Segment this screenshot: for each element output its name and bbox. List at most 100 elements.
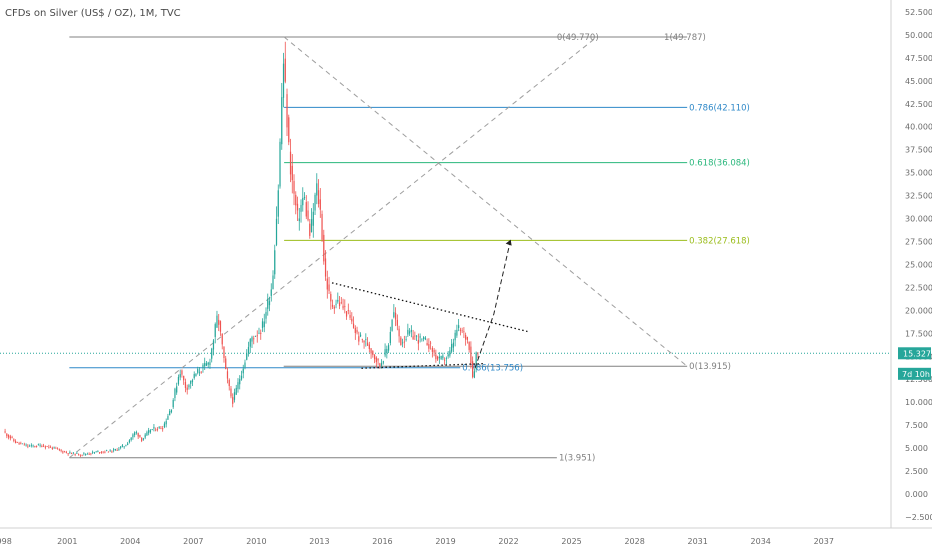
time-tick-label-3: 2007 (183, 537, 203, 546)
candle-body-201 (356, 330, 358, 333)
candle-body-195 (345, 311, 348, 317)
candle-body-96 (172, 399, 174, 408)
candle-body-269 (475, 352, 477, 368)
candle-body-37 (69, 452, 71, 453)
candle-body-33 (62, 451, 64, 453)
candle-body-100 (179, 374, 181, 378)
candle-body-104 (186, 387, 188, 390)
candle-body-5 (13, 439, 15, 441)
candle-body-35 (65, 452, 67, 453)
candle-body-148 (263, 321, 265, 328)
triangle-lower-line (361, 362, 484, 369)
candle-body-23 (44, 446, 46, 448)
candle-body-211 (373, 354, 376, 360)
candle-body-182 (323, 234, 325, 262)
fib-label-5: 0(13.915) (689, 362, 731, 372)
candle-body-41 (76, 452, 78, 454)
candle-body-183 (324, 258, 327, 277)
price-tick-label-6: 37.500 (905, 146, 932, 155)
candle-body-21 (41, 446, 43, 447)
candle-body-118 (211, 348, 213, 359)
candle-body-224 (396, 319, 398, 326)
candle-body-98 (176, 386, 178, 393)
candle-body-59 (107, 451, 110, 453)
candle-body-189 (335, 303, 337, 305)
candle-body-177 (314, 194, 316, 211)
candle-body-107 (191, 380, 194, 383)
candle-body-228 (403, 341, 405, 343)
candle-body-241 (426, 342, 428, 346)
candle-body-55 (100, 452, 103, 453)
candle-body-253 (447, 354, 449, 357)
candle-body-42 (78, 454, 80, 456)
candle-body-215 (380, 362, 383, 366)
price-tick-label-19: 5.000 (905, 444, 928, 453)
candle-body-121 (216, 315, 218, 328)
candle-body-221 (391, 319, 393, 331)
candle-body-198 (351, 318, 353, 322)
candle-body-171 (303, 197, 306, 199)
candle-body-161 (286, 94, 288, 128)
time-tick-label-5: 2013 (309, 537, 329, 546)
candle-body-6 (14, 441, 17, 444)
candle-body-19 (37, 444, 39, 446)
candle-body-130 (232, 397, 234, 404)
candle-body-170 (302, 197, 304, 206)
price-tick-label-22: −2.500 (905, 513, 932, 522)
candle-body-60 (109, 449, 111, 451)
candle-body-185 (328, 284, 330, 291)
candle-body-32 (60, 450, 62, 451)
candle-body-223 (394, 312, 397, 320)
time-axis[interactable]: 998 2001 2004 2007 2010 2013 2016 2019 2022 2025 2… (0, 537, 834, 546)
time-tick-label-7: 2019 (435, 537, 455, 546)
candle-body-158 (281, 97, 283, 145)
candle-body-103 (184, 381, 187, 388)
candle-body-197 (349, 315, 351, 318)
candle-body-259 (458, 325, 460, 329)
price-tick-label-8: 32.500 (905, 192, 932, 201)
price-tick-label-5: 40.000 (905, 123, 932, 132)
candle-body-244 (431, 347, 433, 352)
time-tick-label-12: 2034 (751, 537, 771, 546)
fib-diagonal-down (283, 36, 688, 367)
candle-body-216 (382, 361, 384, 363)
candle-body-85 (153, 426, 155, 429)
candle-body-202 (358, 336, 360, 342)
candle-body-45 (83, 453, 85, 455)
candle-body-13 (27, 445, 29, 447)
candle-body-83 (149, 430, 152, 433)
candle-body-67 (121, 445, 124, 447)
candle-body-214 (379, 363, 381, 367)
price-tick-label-12: 22.500 (905, 283, 932, 292)
candle-body-168 (298, 218, 300, 222)
candle-body-4 (11, 437, 13, 438)
candle-body-90 (162, 428, 164, 430)
candle-body-256 (452, 342, 454, 348)
candle-body-7 (16, 441, 18, 443)
candle-body-124 (221, 333, 223, 345)
candle-body-252 (445, 358, 447, 360)
price-tick-label-21: 0.000 (905, 490, 928, 499)
candle-body-28 (53, 446, 55, 448)
candle-body-61 (111, 451, 113, 453)
candle-body-186 (330, 294, 332, 302)
candle-body-129 (230, 388, 232, 397)
candle-body-84 (151, 429, 153, 430)
candle-body-243 (430, 342, 432, 344)
candle-body-204 (361, 338, 363, 340)
candle-body-52 (95, 451, 97, 453)
time-tick-label-2: 2004 (120, 537, 140, 546)
candle-body-40 (74, 454, 76, 456)
candle-body-64 (116, 450, 118, 451)
candle-body-232 (410, 329, 412, 332)
candle-body-126 (225, 358, 227, 370)
price-axis[interactable]: 52.500 50.000 47.500 45.000 42.500 40.000 37.5… (905, 8, 932, 522)
candle-body-172 (305, 202, 307, 217)
candle-body-131 (233, 392, 236, 400)
candle-body-238 (421, 338, 423, 340)
candle-body-123 (219, 321, 222, 332)
price-tick-label-2: 47.500 (905, 54, 932, 63)
candle-body-141 (251, 337, 253, 342)
candle-body-120 (214, 324, 216, 337)
time-tick-label-4: 2010 (246, 537, 266, 546)
